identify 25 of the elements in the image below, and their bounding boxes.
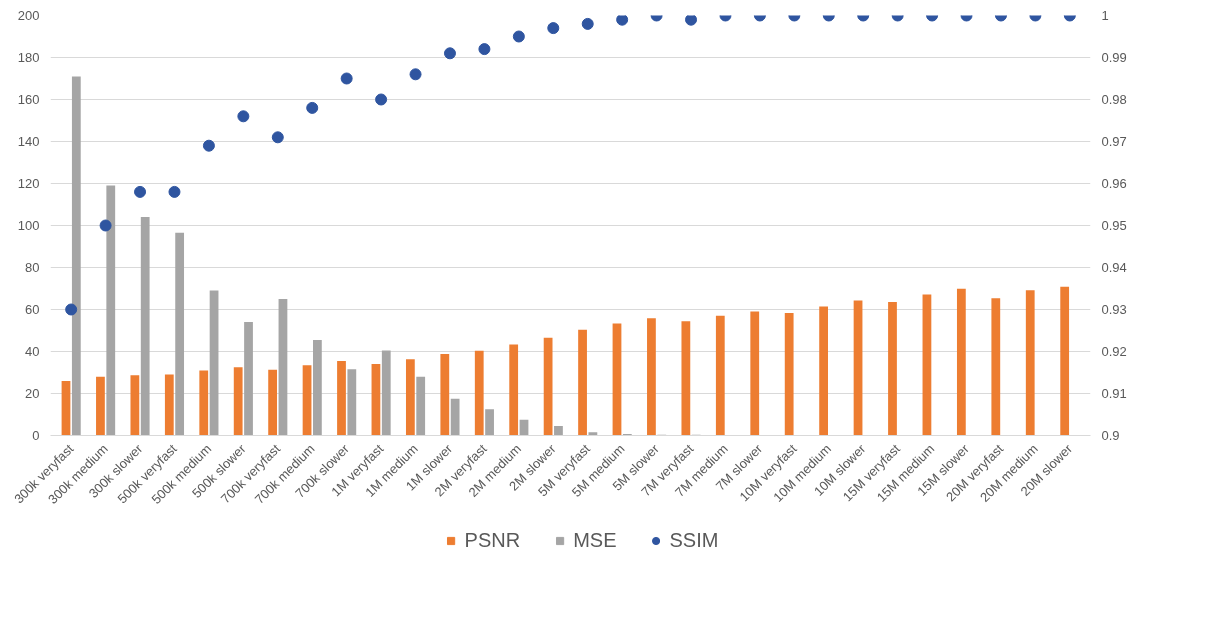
y-tick-label: 60 — [25, 302, 40, 317]
y-tick-label: 200 — [17, 8, 40, 23]
y2-tick-label: 0.98 — [1101, 92, 1127, 107]
y-tick-label: 80 — [25, 260, 40, 275]
y2-tick-label: 0.97 — [1101, 134, 1127, 149]
legend-label: PSNR — [464, 528, 521, 552]
y-tick-label: 40 — [25, 344, 40, 359]
y-tick-label: 120 — [17, 176, 40, 191]
y2-tick-label: 0.93 — [1101, 302, 1127, 317]
y2-tick-label: 0.9 — [1101, 428, 1120, 443]
y2-tick-label: 0.91 — [1101, 386, 1127, 401]
y2-tick-label: 0.99 — [1101, 50, 1127, 65]
y2-tick-label: 0.92 — [1101, 344, 1127, 359]
y2-tick-label: 1 — [1101, 8, 1109, 23]
legend-label: SSIM — [669, 528, 719, 552]
y2-tick-label: 0.94 — [1101, 260, 1127, 275]
y-tick-label: 20 — [25, 386, 40, 401]
y-tick-label: 0 — [32, 428, 40, 443]
y2-tick-label: 0.96 — [1101, 176, 1127, 191]
y-tick-label: 140 — [17, 134, 40, 149]
y-tick-label: 180 — [17, 50, 40, 65]
y-tick-label: 160 — [17, 92, 40, 107]
y2-tick-label: 0.95 — [1101, 218, 1127, 233]
y-tick-label: 100 — [17, 218, 40, 233]
legend-label: MSE — [573, 528, 617, 552]
